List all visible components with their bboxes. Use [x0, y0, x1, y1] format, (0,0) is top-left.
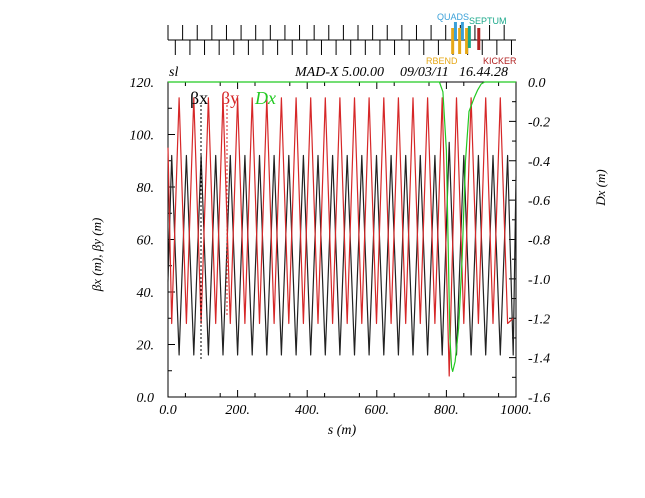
legend: βx βy Dx — [190, 88, 276, 360]
septum-label: SEPTUM — [469, 16, 507, 26]
y-right-tick-label: -0.4 — [528, 155, 550, 170]
y-right-tick-label: -0.2 — [528, 115, 550, 130]
y-right-tick-label: 0.0 — [528, 76, 546, 91]
x-tick-label: 800. — [434, 403, 459, 418]
axis-ticks — [167, 81, 517, 398]
series-dx — [168, 81, 516, 372]
kicker-label: KICKER — [483, 56, 517, 66]
legend-entry: βx — [190, 88, 208, 108]
header-time: 16.44.28 — [459, 65, 508, 80]
y-left-tick-label: 100. — [130, 129, 155, 144]
x-axis-label: s (m) — [328, 423, 357, 438]
y-left-tick-label: 80. — [137, 181, 155, 196]
quads-label: QUADS — [437, 12, 469, 22]
y-left-tick-label: 40. — [137, 286, 155, 301]
layout-quad-colored-marker — [453, 22, 457, 40]
y-right-tick-label: -1.4 — [528, 352, 550, 367]
layout-quads — [167, 25, 512, 55]
y-right-tick-label: -0.6 — [528, 194, 550, 209]
y-axis-left-label: βx (m), βy (m) — [89, 218, 104, 293]
layout-kicker-marker — [477, 28, 481, 50]
layout-quad-colored-marker — [460, 22, 464, 40]
layout-special-elements — [451, 22, 481, 54]
legend-entry: βy — [221, 88, 239, 108]
x-tick-label: 600. — [365, 403, 390, 418]
series-betx — [167, 141, 517, 356]
x-tick-label: 0.0 — [159, 403, 177, 418]
layout-rbend-marker — [458, 28, 462, 54]
y-right-tick-label: -1.0 — [528, 273, 550, 288]
layout-rbend-marker — [465, 28, 469, 54]
series-bety — [167, 97, 514, 377]
y-right-tick-label: -1.6 — [528, 391, 550, 406]
rbend-label: RBEND — [426, 56, 458, 66]
plot-frame — [167, 81, 517, 398]
layout-septum-marker — [467, 26, 471, 48]
legend-entry: Dx — [254, 88, 276, 108]
y-left-tick-label: 0.0 — [137, 391, 155, 406]
header-date: 09/03/11 — [400, 65, 449, 80]
y-left-tick-label: 20. — [137, 339, 155, 354]
layout-rbend-marker — [451, 28, 455, 54]
y-left-tick-label: 120. — [130, 76, 155, 91]
y-right-tick-label: -1.2 — [528, 312, 550, 327]
y-right-tick-label: -0.8 — [528, 234, 550, 249]
x-tick-label: 1000. — [500, 403, 532, 418]
series-layer — [167, 81, 517, 377]
y-axis-right-label: Dx (m) — [593, 169, 608, 206]
y-left-tick-label: 60. — [137, 234, 155, 249]
beamline-layout: QUADS SEPTUM RBEND KICKER — [167, 12, 517, 66]
header-sequence-label: sl — [169, 65, 178, 80]
axis-tick-labels: 0.0 200. 400. 600. 800. 1000. 0.0 20. 40. 60. 80. 1… — [130, 76, 551, 418]
x-tick-label: 200. — [225, 403, 250, 418]
header-program: MAD-X 5.00.00 — [294, 65, 384, 80]
x-tick-label: 400. — [295, 403, 320, 418]
